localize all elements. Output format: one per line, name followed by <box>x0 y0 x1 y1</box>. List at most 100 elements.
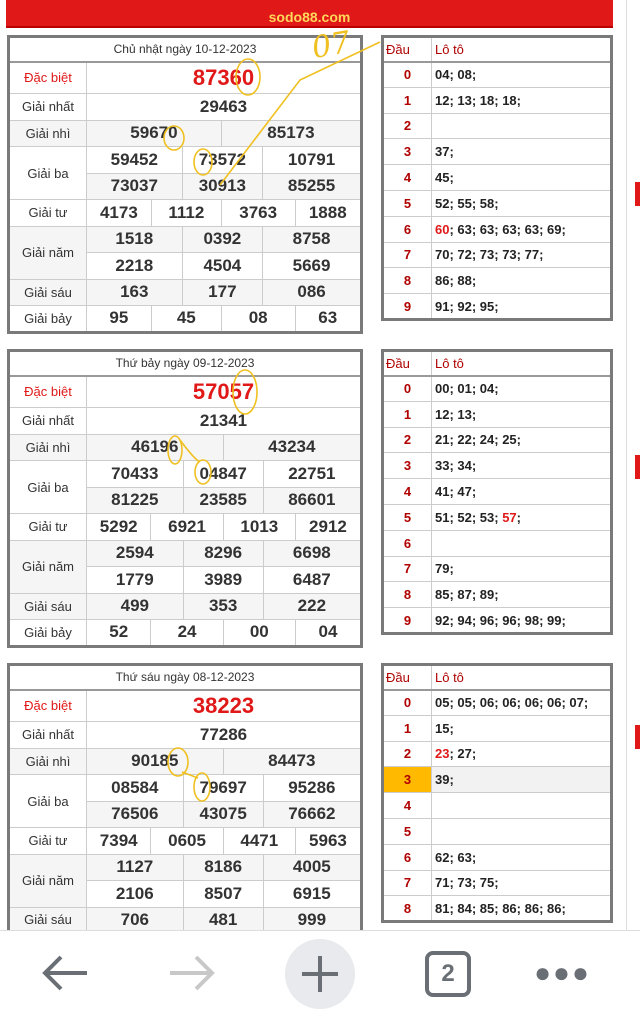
loto-header: Đầu Lô tô <box>382 664 612 691</box>
forward-button[interactable] <box>162 941 222 1005</box>
tab-count-button[interactable]: 2 <box>425 951 471 997</box>
loto-head-digit: 7 <box>382 241 432 269</box>
loto-header-loto: Lô tô <box>431 664 612 691</box>
prize-number: 81225 <box>86 486 184 514</box>
prize-label: Giải ba <box>8 146 87 200</box>
loto-list: 51; 52; 53; <box>435 509 503 525</box>
loto-values: 12; 13; 18; 18; <box>431 86 612 114</box>
prize-number: 22751 <box>262 460 363 488</box>
loto-row: 7 79; <box>382 555 612 583</box>
prize-number: 6921 <box>150 513 224 541</box>
loto-head-digit: 8 <box>382 895 432 923</box>
prize-number: 00 <box>222 619 296 647</box>
prize-number: 3763 <box>220 199 296 227</box>
loto-row: 3 39; <box>382 766 612 794</box>
loto-values: 15; <box>431 714 612 742</box>
loto-row: 4 45; <box>382 164 612 191</box>
prize-number: 73037 <box>86 172 183 200</box>
prize-row: Giải nhất 77286 <box>8 721 362 749</box>
loto-row: 4 <box>382 792 612 819</box>
loto-list: 81; 84; 85; 86; 86; 86; <box>435 900 566 916</box>
loto-list: 04; 08; <box>435 67 477 83</box>
prize-number: 10791 <box>262 146 362 174</box>
loto-head-digit: 0 <box>382 375 432 402</box>
prize-row: Giải tư 4173 1112 3763 1888 <box>8 199 363 227</box>
side-column <box>626 0 640 930</box>
loto-values: 62; 63; <box>431 843 612 871</box>
prize-label: Giải tư <box>8 199 87 227</box>
page-content: sodo88.com Chủ nhật ngày 10-12-2023 Đặc b… <box>6 0 640 930</box>
prize-number: 73572 <box>181 146 264 174</box>
prize-number: 63 <box>294 305 363 333</box>
prize-row: 2218 4504 5669 <box>9 252 362 280</box>
special-loto: 57 <box>502 509 517 525</box>
loto-head-digit: 1 <box>382 86 432 114</box>
prize-number: 21341 <box>86 407 362 435</box>
loto-head-digit: 7 <box>382 869 432 897</box>
prize-number: 85255 <box>262 172 362 200</box>
loto-values: 85; 87; 89; <box>431 581 612 609</box>
loto-row: 3 37; <box>382 138 612 166</box>
prize-row: 81225 23585 86601 <box>9 486 363 514</box>
back-button[interactable] <box>35 941 95 1005</box>
loto-values: 79; <box>431 555 612 583</box>
loto-values: 60; 63; 63; 63; 63; 69; <box>431 215 612 243</box>
new-tab-button[interactable] <box>285 939 355 1009</box>
prize-number: 85173 <box>220 119 363 147</box>
prize-number: 2106 <box>86 880 184 908</box>
loto-list: ; <box>516 509 522 525</box>
loto-head-digit: 3 <box>382 452 432 480</box>
prize-number: 46196 <box>86 433 224 461</box>
prize-row: Giải ba 08584 79697 95286 <box>8 774 363 828</box>
prize-row: Giải sáu 163 177 086 <box>8 278 362 306</box>
prize-table: Thứ bảy ngày 09-12-2023 Đặc biệt 57057 Giải… <box>7 349 363 648</box>
loto-head-digit: 0 <box>382 61 432 88</box>
prize-number: 2912 <box>294 513 363 541</box>
prize-number: 59452 <box>86 146 183 174</box>
prize-number: 222 <box>262 592 363 620</box>
prize-number: 086 <box>262 278 362 306</box>
prize-number: 76662 <box>262 800 363 828</box>
prize-number: 84473 <box>222 747 363 775</box>
loto-values: 81; 84; 85; 86; 86; 86; <box>431 895 612 923</box>
loto-values: 39; <box>431 766 612 794</box>
more-menu-button[interactable]: ●●● <box>534 941 590 1005</box>
loto-row: 1 12; 13; 18; 18; <box>382 86 612 114</box>
prize-row: Giải ba 59452 73572 10791 <box>8 146 362 200</box>
loto-head-digit: 4 <box>382 164 432 191</box>
loto-row: 7 70; 72; 73; 73; 77; <box>382 241 612 269</box>
loto-row: 5 52; 55; 58; <box>382 189 612 217</box>
loto-list: 21; 22; 24; 25; <box>435 432 521 448</box>
loto-head-digit: 9 <box>382 293 432 320</box>
loto-head-digit: 6 <box>382 215 432 243</box>
prize-number: 1518 <box>86 225 183 253</box>
prize-row: Giải nhất 29463 <box>8 93 362 121</box>
draw-date-title: Thứ sáu ngày 08-12-2023 <box>8 664 362 691</box>
prize-label: Giải năm <box>8 539 87 594</box>
loto-head-digit: 6 <box>382 843 432 871</box>
prize-table: Thứ sáu ngày 08-12-2023 Đặc biệt 38223 Giải… <box>7 663 363 930</box>
special-loto: 60 <box>435 221 450 237</box>
loto-list: 91; 92; 95; <box>435 298 499 314</box>
prize-label: Đặc biệt <box>8 689 87 722</box>
prize-number: 23585 <box>182 486 264 514</box>
loto-list: 05; 05; 06; 06; 06; 06; 07; <box>435 695 589 711</box>
prize-row: Đặc biệt 57057 <box>8 375 362 408</box>
loto-list: 70; 72; 73; 73; 77; <box>435 247 544 263</box>
prize-label: Giải ba <box>8 774 87 828</box>
loto-list: 71; 73; 75; <box>435 875 499 891</box>
prize-label: Giải bảy <box>8 619 87 647</box>
loto-list: 86; 88; <box>435 273 477 289</box>
prize-label: Giải sáu <box>8 906 87 930</box>
loto-values: 33; 34; <box>431 452 612 480</box>
loto-values: 41; 47; <box>431 478 612 505</box>
prize-number: 52 <box>85 619 152 647</box>
loto-row: 8 81; 84; 85; 86; 86; 86; <box>382 895 612 923</box>
prize-label: Đặc biệt <box>8 375 87 408</box>
loto-row: 6 <box>382 529 612 557</box>
prize-row: 76506 43075 76662 <box>9 800 363 828</box>
prize-number: 4005 <box>262 853 363 881</box>
loto-header: Đầu Lô tô <box>382 36 612 63</box>
prize-number: 08584 <box>86 774 184 802</box>
prize-row: Giải năm 2594 8296 6698 <box>8 539 363 594</box>
